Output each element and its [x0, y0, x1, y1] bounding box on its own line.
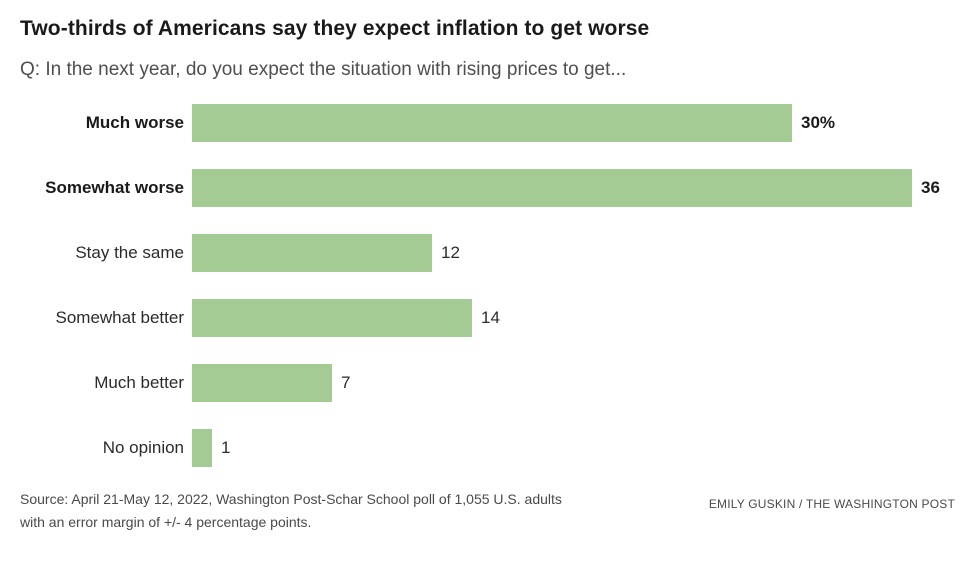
bar-row: Much worse 30%: [20, 104, 955, 142]
bar: [192, 169, 912, 207]
bar-category-label: Somewhat better: [55, 308, 184, 327]
bar-value-label: 36: [921, 178, 940, 197]
bar-category-label: Somewhat worse: [45, 178, 184, 197]
bar-category-label: No opinion: [102, 438, 184, 457]
bar-row: Somewhat better 14: [20, 299, 955, 337]
source-note: Source: April 21-May 12, 2022, Washingto…: [20, 488, 562, 534]
bar: [192, 234, 432, 272]
bar-row: Much better 7: [20, 364, 955, 402]
bar-category-label: Stay the same: [75, 243, 184, 262]
bar-category-label: Much better: [94, 373, 184, 392]
bar: [192, 429, 212, 467]
bar-category-label: Much worse: [85, 113, 184, 132]
source-note-line: Source: April 21-May 12, 2022, Washingto…: [20, 491, 562, 507]
bar-row: Somewhat worse 36: [20, 169, 955, 207]
source-note-line: with an error margin of +/- 4 percentage…: [20, 514, 312, 530]
bar-value-label: 1: [221, 438, 231, 457]
bar: [192, 104, 792, 142]
chart-footer: Source: April 21-May 12, 2022, Washingto…: [20, 488, 955, 534]
bar-value-label: 14: [481, 308, 500, 327]
byline-credit: EMILY GUSKIN / THE WASHINGTON POST: [708, 497, 955, 511]
bar-chart: Much worse 30% Somewhat worse 36 Stay the sa…: [20, 104, 955, 467]
bar-row: Stay the same 12: [20, 234, 955, 272]
bar: [192, 299, 472, 337]
bar: [192, 364, 332, 402]
chart-question-subtitle: Q: In the next year, do you expect the s…: [20, 59, 627, 80]
bar-value-label: 7: [341, 373, 351, 392]
bar-value-label: 30%: [801, 113, 836, 132]
bar-row: No opinion 1: [20, 429, 955, 467]
bar-value-label: 12: [441, 243, 460, 262]
chart-title: Two-thirds of Americans say they expect …: [20, 17, 650, 40]
